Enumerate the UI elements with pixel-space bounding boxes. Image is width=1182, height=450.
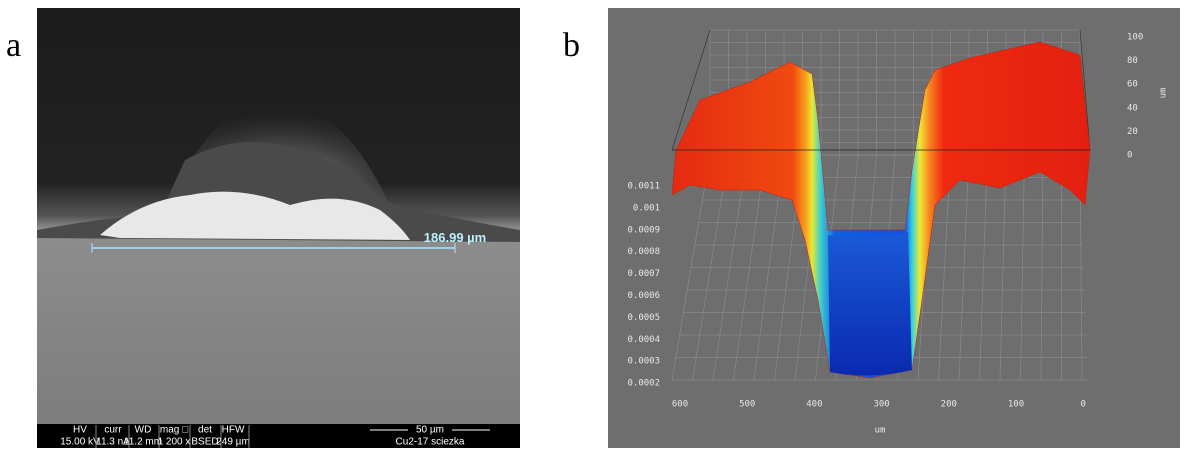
x-tick-label: 500 [739, 400, 755, 410]
footer-field-value: 1 200 x [158, 437, 191, 448]
y-tick-label: 20 [1127, 127, 1138, 137]
z-tick-label: 0.001 [633, 203, 660, 213]
footer-field-value: 15.00 kV [60, 437, 100, 448]
z-tick-label: 0.0004 [627, 335, 660, 345]
y-tick-label: 0 [1127, 151, 1132, 161]
surface-plot [608, 8, 1180, 448]
y-tick-label: 80 [1127, 56, 1138, 66]
z-tick-label: 0.0009 [627, 225, 660, 235]
footer-field-name: curr [104, 425, 122, 436]
y-tick-label: 100 [1127, 33, 1143, 43]
x-tick-label: 100 [1008, 400, 1024, 410]
sem-image [37, 8, 520, 448]
footer-field-name: WD [135, 425, 152, 436]
z-tick-label: 0.0008 [627, 247, 660, 257]
z-tick-label: 0.0002 [627, 379, 660, 389]
scale-label: 50 µm [416, 425, 444, 436]
z-tick-label: 0.0011 [627, 182, 660, 192]
footer-field-name: mag □ [160, 425, 188, 436]
sample-name: Cu2-17 sciezka [396, 437, 465, 448]
y-axis-unit: um [1159, 88, 1169, 99]
footer-field-value: 249 µm [216, 437, 250, 448]
footer-field-name: HFW [222, 425, 245, 436]
z-tick-label: 0.0005 [627, 313, 660, 323]
footer-field-value: 11.2 mm [124, 437, 162, 448]
y-tick-label: 60 [1127, 80, 1138, 90]
footer-field-value: BSED [191, 437, 218, 448]
measurement: 186.99 µm [424, 230, 486, 245]
footer-field-name: det [198, 425, 212, 436]
x-tick-label: 0 [1080, 400, 1085, 410]
panel-label: a [6, 27, 21, 64]
z-tick-label: 0.0006 [627, 291, 660, 301]
x-axis-unit: um [875, 426, 886, 436]
z-tick-label: 0.0007 [627, 269, 660, 279]
x-tick-label: 400 [806, 400, 822, 410]
grid-line [671, 29, 711, 151]
footer-field-value: 11.3 nA [96, 437, 130, 448]
x-tick-label: 300 [873, 400, 889, 410]
footer-field-name: HV [73, 425, 87, 436]
grid-line [1079, 29, 1091, 151]
panel-label: b [563, 27, 580, 64]
y-tick-label: 40 [1127, 103, 1138, 113]
x-tick-label: 200 [941, 400, 957, 410]
z-tick-label: 0.0003 [627, 357, 660, 367]
x-tick-label: 600 [672, 400, 688, 410]
